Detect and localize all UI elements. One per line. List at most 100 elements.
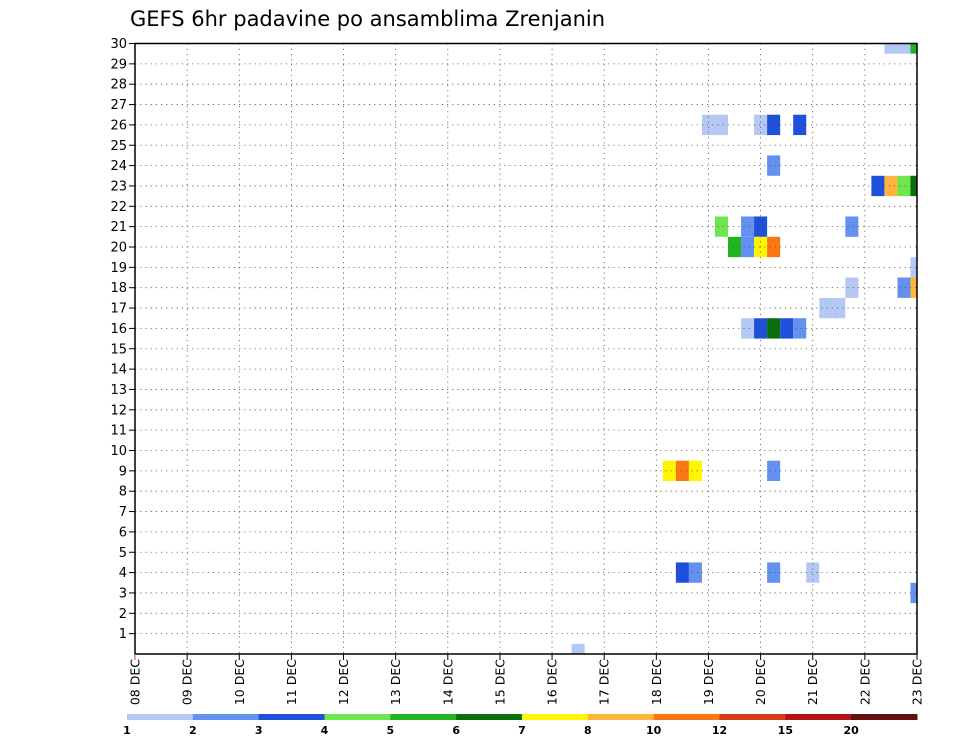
data-cell xyxy=(741,236,755,258)
y-tick-label: 30 xyxy=(110,37,127,52)
x-tick-label: 23 DEC xyxy=(910,659,925,705)
data-cell xyxy=(780,318,794,339)
y-tick-label: 10 xyxy=(110,444,127,459)
legend-label: 10 xyxy=(646,724,662,737)
y-axis: 1234567891011121314151617181920212223242… xyxy=(110,37,135,642)
y-tick-label: 4 xyxy=(119,566,127,581)
y-tick-label: 5 xyxy=(119,546,127,561)
y-tick-label: 1 xyxy=(119,627,127,642)
y-tick-label: 26 xyxy=(110,118,127,133)
data-cell xyxy=(910,582,917,604)
legend-label: 2 xyxy=(189,724,197,737)
data-cell xyxy=(910,257,917,278)
y-tick-label: 25 xyxy=(110,139,127,154)
y-tick-label: 9 xyxy=(119,464,127,479)
x-tick-label: 19 DEC xyxy=(701,659,716,705)
data-cell xyxy=(793,114,807,136)
data-cell xyxy=(832,297,846,319)
data-cell xyxy=(884,175,898,197)
legend-swatch xyxy=(522,714,589,720)
y-tick-label: 2 xyxy=(119,607,127,622)
y-tick-label: 18 xyxy=(110,281,127,296)
x-tick-label: 13 DEC xyxy=(388,659,403,705)
data-cell xyxy=(714,216,729,237)
data-cell xyxy=(571,643,585,654)
data-cell xyxy=(688,460,702,482)
y-tick-label: 28 xyxy=(110,78,127,93)
legend-label: 6 xyxy=(452,724,460,737)
legend-swatch xyxy=(785,714,852,720)
y-tick-label: 21 xyxy=(110,220,127,235)
data-cell xyxy=(688,562,702,583)
y-tick-label: 15 xyxy=(110,342,127,357)
legend-label: 7 xyxy=(518,724,526,737)
x-tick-label: 12 DEC xyxy=(336,659,351,705)
data-cell xyxy=(767,460,781,482)
legend-swatch xyxy=(719,714,786,720)
data-cell xyxy=(793,318,807,339)
data-cell xyxy=(701,114,715,136)
cell-layer xyxy=(571,43,917,654)
data-cell xyxy=(675,460,689,482)
legend-swatch xyxy=(192,714,260,720)
y-tick-label: 13 xyxy=(110,383,127,398)
legend-label: 20 xyxy=(844,724,860,737)
data-cell xyxy=(910,175,917,197)
legend-label: 12 xyxy=(712,724,727,737)
data-cell xyxy=(767,155,781,176)
data-cell xyxy=(741,318,755,339)
y-tick-label: 22 xyxy=(110,200,127,215)
data-cell xyxy=(728,236,742,258)
legend-swatch xyxy=(653,714,720,720)
x-tick-label: 20 DEC xyxy=(753,659,768,705)
legend-label: 8 xyxy=(584,724,592,737)
data-cell xyxy=(910,277,917,298)
data-cell xyxy=(767,318,781,339)
x-axis: 08 DEC 09 DEC 10 DEC 11 DEC 12 DEC 13 DEC 14 D… xyxy=(128,654,925,705)
data-cell xyxy=(884,43,898,54)
y-tick-label: 17 xyxy=(110,302,127,317)
x-tick-label: 11 DEC xyxy=(284,659,299,705)
x-tick-label: 09 DEC xyxy=(180,659,195,705)
y-tick-label: 7 xyxy=(119,505,127,520)
grid-layer xyxy=(135,43,917,654)
data-cell xyxy=(767,562,781,583)
data-cell xyxy=(845,277,859,298)
y-tick-label: 20 xyxy=(110,241,127,256)
data-cell xyxy=(714,114,729,136)
x-tick-label: 16 DEC xyxy=(545,659,560,705)
legend-swatch xyxy=(324,714,391,720)
data-cell xyxy=(871,175,885,197)
x-tick-label: 15 DEC xyxy=(492,659,507,705)
x-tick-label: 08 DEC xyxy=(128,659,143,705)
y-tick-label: 3 xyxy=(119,586,127,601)
legend-swatch xyxy=(587,714,655,720)
x-tick-label: 22 DEC xyxy=(857,659,872,705)
x-tick-label: 17 DEC xyxy=(597,659,612,705)
legend-swatch xyxy=(127,714,194,720)
data-cell xyxy=(741,216,755,237)
legend-swatch xyxy=(851,714,918,720)
y-tick-label: 19 xyxy=(110,261,127,276)
y-tick-label: 11 xyxy=(110,424,127,439)
x-tick-label: 21 DEC xyxy=(805,659,820,705)
data-cell xyxy=(897,175,911,197)
y-tick-label: 24 xyxy=(110,159,127,174)
x-tick-label: 10 DEC xyxy=(232,659,247,705)
y-tick-label: 12 xyxy=(110,403,127,418)
data-cell xyxy=(910,43,917,54)
legend-label: 15 xyxy=(778,724,793,737)
data-cell xyxy=(845,216,859,237)
y-tick-label: 16 xyxy=(110,322,127,337)
y-tick-label: 14 xyxy=(110,363,127,378)
legend-label: 3 xyxy=(255,724,263,737)
x-tick-label: 18 DEC xyxy=(649,659,664,705)
data-cell xyxy=(897,277,911,298)
data-cell xyxy=(819,297,833,319)
x-tick-label: 14 DEC xyxy=(440,659,455,705)
data-cell xyxy=(754,114,768,136)
data-cell xyxy=(754,318,768,339)
y-tick-label: 27 xyxy=(110,98,127,113)
data-cell xyxy=(767,236,781,258)
